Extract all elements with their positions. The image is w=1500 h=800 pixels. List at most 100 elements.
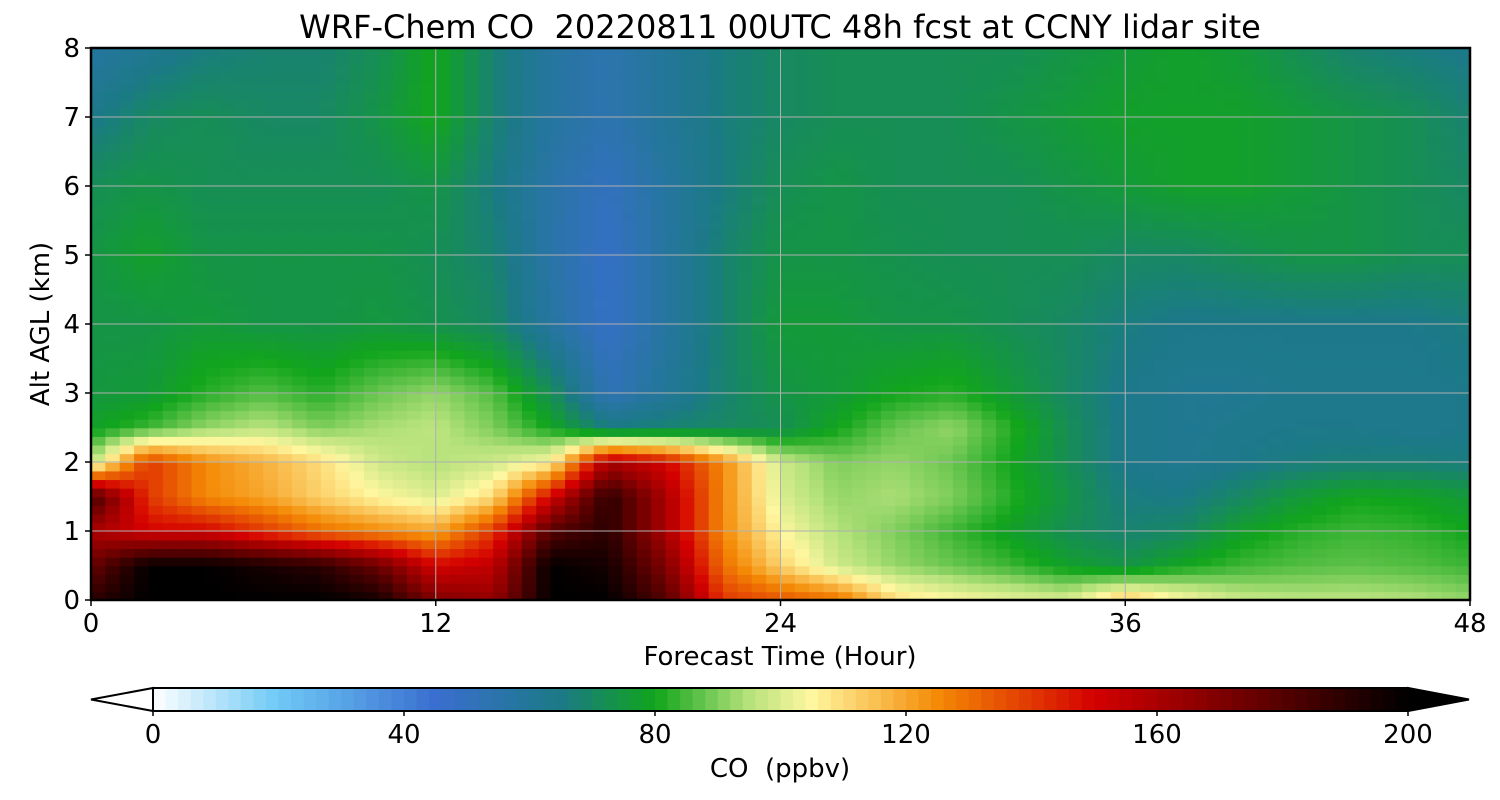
heatmap-cell [91, 203, 107, 213]
heatmap-cell [435, 332, 451, 343]
heatmap-cell [694, 246, 710, 256]
heatmap-cell [636, 48, 653, 58]
heatmap-cell [363, 487, 380, 498]
heatmap-cell [191, 565, 207, 575]
heatmap-cell [363, 160, 380, 170]
heatmap-cell [794, 393, 811, 403]
heatmap-cell [708, 186, 724, 196]
heatmap-cell [1110, 582, 1127, 593]
heatmap-cell [234, 582, 250, 593]
heatmap-cell [579, 548, 595, 558]
heatmap-cell [622, 470, 638, 481]
heatmap-cell [636, 194, 653, 205]
heatmap-cell [421, 211, 437, 222]
heatmap-cell [105, 531, 121, 541]
heatmap-cell [823, 125, 839, 136]
heatmap-cell [679, 91, 696, 101]
heatmap-cell [636, 444, 653, 455]
heatmap-cell [1053, 367, 1069, 377]
heatmap-cell [249, 56, 265, 67]
heatmap-cell [234, 220, 250, 230]
heatmap-cell [766, 177, 782, 187]
heatmap-cell [981, 582, 997, 593]
heatmap-cell [737, 462, 753, 472]
heatmap-cell [1010, 255, 1026, 265]
heatmap-cell [450, 332, 466, 343]
heatmap-cell [751, 211, 767, 222]
heatmap-cell [162, 591, 178, 600]
heatmap-cell [521, 531, 538, 541]
heatmap-cell [651, 220, 667, 230]
heatmap-cell [91, 177, 107, 187]
heatmap-cell [622, 177, 638, 187]
heatmap-cell [679, 255, 696, 265]
heatmap-cell [177, 418, 193, 429]
heatmap-cell [809, 436, 825, 446]
heatmap-cell [435, 522, 451, 532]
heatmap-cell [967, 341, 983, 351]
heatmap-cell [665, 522, 681, 532]
heatmap-cell [177, 574, 193, 584]
heatmap-cell [1125, 272, 1141, 282]
heatmap-cell [579, 160, 595, 170]
heatmap-cell [1110, 48, 1127, 58]
heatmap-cell [852, 332, 868, 343]
heatmap-cell [1182, 82, 1198, 92]
heatmap-cell [723, 306, 739, 317]
heatmap-cell [478, 237, 495, 248]
heatmap-cell [737, 332, 753, 343]
heatmap-cell [349, 229, 365, 239]
heatmap-cell [967, 151, 983, 161]
heatmap-cell [751, 496, 767, 506]
heatmap-cell [1024, 556, 1040, 567]
heatmap-cell [148, 56, 164, 67]
heatmap-cell [1125, 142, 1141, 153]
heatmap-cell [378, 462, 394, 472]
heatmap-cell [191, 375, 207, 386]
heatmap-cell [593, 444, 609, 455]
heatmap-cell [895, 548, 911, 558]
heatmap-cell [407, 505, 423, 515]
heatmap-cell [1053, 177, 1069, 187]
heatmap-cell [593, 427, 609, 437]
heatmap-cell [665, 134, 681, 144]
heatmap-cell [565, 531, 581, 541]
heatmap-cell [995, 289, 1012, 299]
heatmap-cell [119, 280, 135, 291]
heatmap-cell [91, 556, 107, 567]
heatmap-cell [478, 375, 495, 386]
heatmap-cell [378, 531, 394, 541]
heatmap-cell [579, 142, 595, 153]
heatmap-cell [191, 229, 207, 239]
heatmap-cell [263, 194, 279, 205]
heatmap-cell [1197, 315, 1213, 325]
heatmap-cell [349, 263, 365, 274]
heatmap-cell [249, 470, 265, 481]
heatmap-cell [823, 341, 839, 351]
heatmap-cell [938, 522, 954, 532]
heatmap-cell [263, 462, 279, 472]
heatmap-cell [177, 462, 193, 472]
heatmap-cell [952, 487, 969, 498]
heatmap-cell [134, 91, 150, 101]
heatmap-cell [780, 479, 796, 489]
heatmap-cell [1182, 272, 1198, 282]
heatmap-cell [435, 56, 451, 67]
heatmap-cell [91, 168, 107, 179]
heatmap-cell [1110, 168, 1127, 179]
heatmap-cell [593, 194, 609, 205]
heatmap-cell [737, 410, 753, 420]
heatmap-cell [837, 556, 854, 567]
heatmap-cell [205, 556, 222, 567]
heatmap-cell [1139, 375, 1155, 386]
heatmap-cell [1024, 134, 1040, 144]
heatmap-cell [105, 349, 121, 360]
heatmap-cell [665, 513, 681, 524]
heatmap-cell [708, 168, 724, 179]
heatmap-cell [392, 427, 408, 437]
heatmap-cell [177, 246, 193, 256]
heatmap-cell [263, 496, 279, 506]
heatmap-cell [1096, 444, 1112, 455]
heatmap-cell [622, 298, 638, 308]
heatmap-cell [536, 487, 552, 498]
